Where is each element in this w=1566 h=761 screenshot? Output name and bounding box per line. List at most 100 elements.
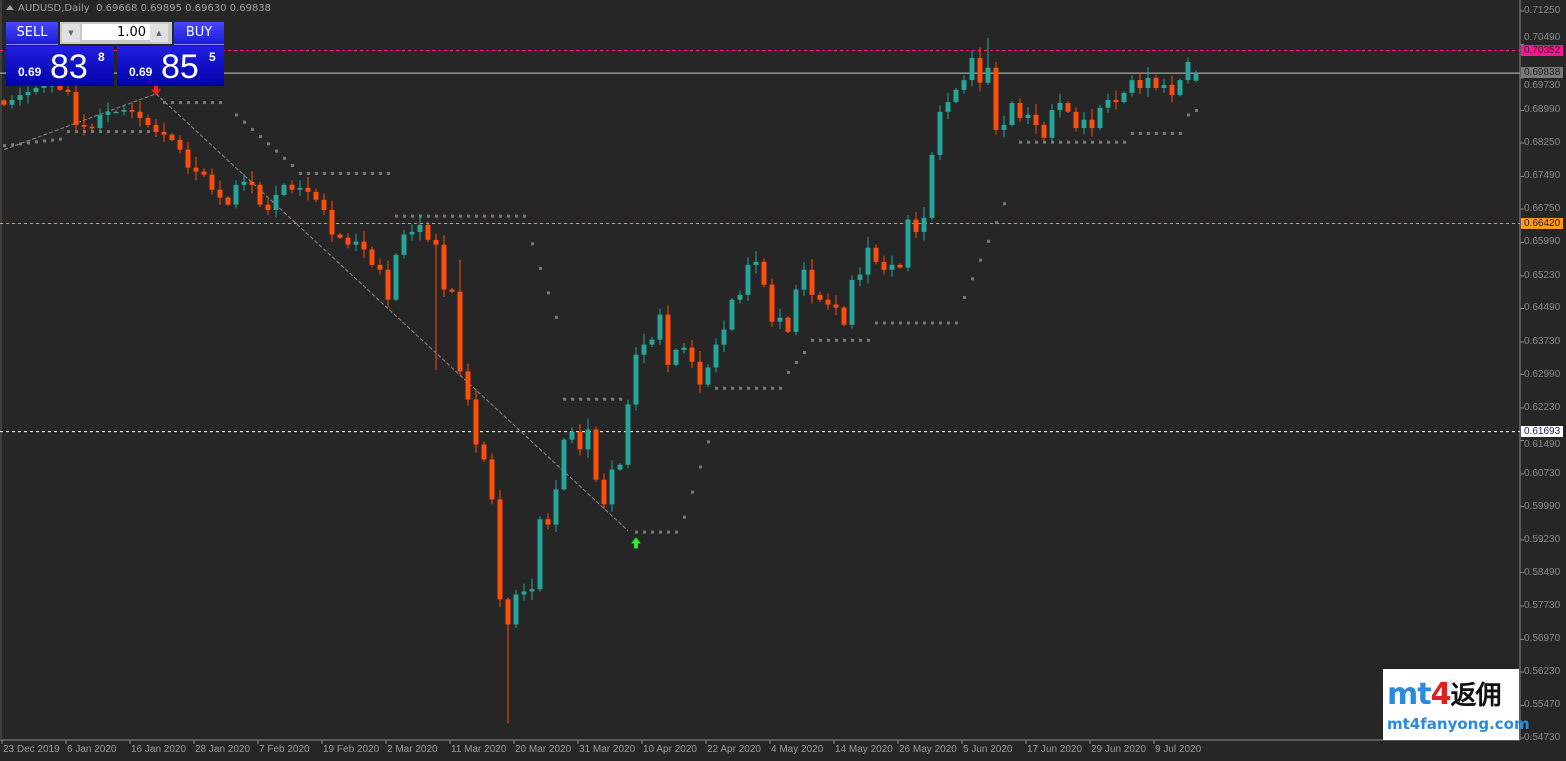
- candle-body: [1, 100, 7, 105]
- candle-body: [257, 184, 263, 205]
- sar-dot: [267, 142, 270, 146]
- x-tick-label: 4 May 2020: [771, 744, 824, 755]
- candle-body: [593, 429, 599, 480]
- candle-body: [1089, 119, 1095, 129]
- candle-body: [617, 464, 623, 470]
- candle-body: [785, 317, 791, 332]
- candle-body: [1169, 84, 1175, 96]
- sar-dot: [163, 101, 166, 105]
- sar-dot: [899, 321, 902, 325]
- candle-body: [1185, 62, 1191, 81]
- sar-dot: [763, 386, 766, 390]
- candle-body: [1065, 102, 1071, 112]
- candle-body: [209, 174, 215, 190]
- candle-body: [737, 294, 743, 300]
- sar-dot: [571, 397, 574, 401]
- candle-body: [193, 167, 199, 172]
- candle-body: [385, 269, 391, 300]
- candle-body: [929, 154, 935, 218]
- candle-body: [1137, 80, 1143, 89]
- sar-dot: [91, 130, 94, 134]
- sar-dot: [923, 321, 926, 325]
- sar-dot: [331, 171, 334, 175]
- sar-dot: [611, 397, 614, 401]
- candle-body: [1097, 107, 1103, 129]
- sell-price-prefix: 0.69: [18, 65, 42, 79]
- candle-body: [473, 399, 479, 445]
- buy-button[interactable]: BUY: [174, 22, 224, 45]
- candle-body: [497, 499, 503, 600]
- sar-dot: [667, 530, 670, 534]
- sar-dot: [19, 142, 22, 146]
- sell-price-button[interactable]: 0.69 83 8: [6, 46, 114, 86]
- x-tick-label: 20 Mar 2020: [515, 744, 572, 755]
- lot-decrease-button[interactable]: ▼: [62, 24, 80, 42]
- y-tick-label: 0.65990: [1524, 236, 1561, 248]
- candle-body: [641, 344, 647, 355]
- buy-price-button[interactable]: 0.69 85 5: [117, 46, 224, 86]
- candle-body: [97, 114, 103, 129]
- sar-dot: [987, 239, 990, 243]
- x-tick-label: 9 Jul 2020: [1155, 744, 1202, 755]
- candle-body: [777, 317, 783, 322]
- candle-body: [345, 237, 351, 245]
- x-tick-label: 23 Dec 2019: [3, 744, 60, 755]
- candle-body: [129, 110, 135, 112]
- candle-body: [153, 124, 159, 133]
- x-tick-label: 2 Mar 2020: [387, 744, 438, 755]
- y-tick-label: 0.56230: [1524, 665, 1561, 677]
- sar-dot: [1083, 140, 1086, 144]
- candle-body: [897, 264, 903, 268]
- sar-dot: [27, 141, 30, 145]
- sar-dot: [395, 214, 398, 218]
- candle-body: [1161, 84, 1167, 89]
- sar-dot: [979, 258, 982, 262]
- sell-button[interactable]: SELL: [6, 22, 58, 45]
- candle-body: [609, 469, 615, 505]
- candle-body: [689, 347, 695, 362]
- candle-body: [33, 88, 39, 92]
- sar-dot: [811, 338, 814, 342]
- sar-dot: [891, 321, 894, 325]
- candle-body: [249, 181, 255, 185]
- sar-dot: [1115, 140, 1118, 144]
- candle-body: [1001, 124, 1007, 130]
- collapse-triangle-icon[interactable]: [6, 5, 14, 10]
- y-tick-label: 0.66750: [1524, 203, 1561, 215]
- sar-dot: [699, 465, 702, 469]
- y-tick-label: 0.63730: [1524, 335, 1561, 347]
- candle-body: [833, 304, 839, 308]
- sar-dot: [443, 214, 446, 218]
- sar-dot: [435, 214, 438, 218]
- sar-dot: [1171, 131, 1174, 135]
- candle-body: [481, 444, 487, 460]
- candle-body: [673, 349, 679, 365]
- lot-increase-button[interactable]: ▲: [150, 24, 168, 42]
- candle-body: [393, 254, 399, 300]
- sar-dot: [1075, 140, 1078, 144]
- sar-dot: [11, 143, 14, 147]
- lot-size-input[interactable]: [82, 24, 150, 40]
- sar-dot: [67, 130, 70, 134]
- candle-body: [105, 111, 111, 115]
- y-tick-label: 0.59230: [1524, 533, 1561, 545]
- candle-body: [713, 344, 719, 368]
- sar-dot: [1163, 131, 1166, 135]
- candle-body: [513, 594, 519, 625]
- sar-dot: [555, 315, 558, 319]
- candle-body: [1193, 73, 1199, 81]
- sar-dot: [827, 338, 830, 342]
- candle-body: [569, 431, 575, 440]
- x-tick-label: 22 Apr 2020: [707, 744, 761, 755]
- candle-body: [305, 187, 311, 192]
- y-tick-label: 0.64490: [1524, 302, 1561, 314]
- x-tick-label: 10 Apr 2020: [643, 744, 697, 755]
- sar-dot: [179, 101, 182, 105]
- sar-dot: [723, 386, 726, 390]
- candle-body: [121, 110, 127, 112]
- buy-price-prefix: 0.69: [129, 65, 153, 79]
- sar-dot: [475, 214, 478, 218]
- sar-dot: [1027, 140, 1030, 144]
- candle-body: [865, 247, 871, 275]
